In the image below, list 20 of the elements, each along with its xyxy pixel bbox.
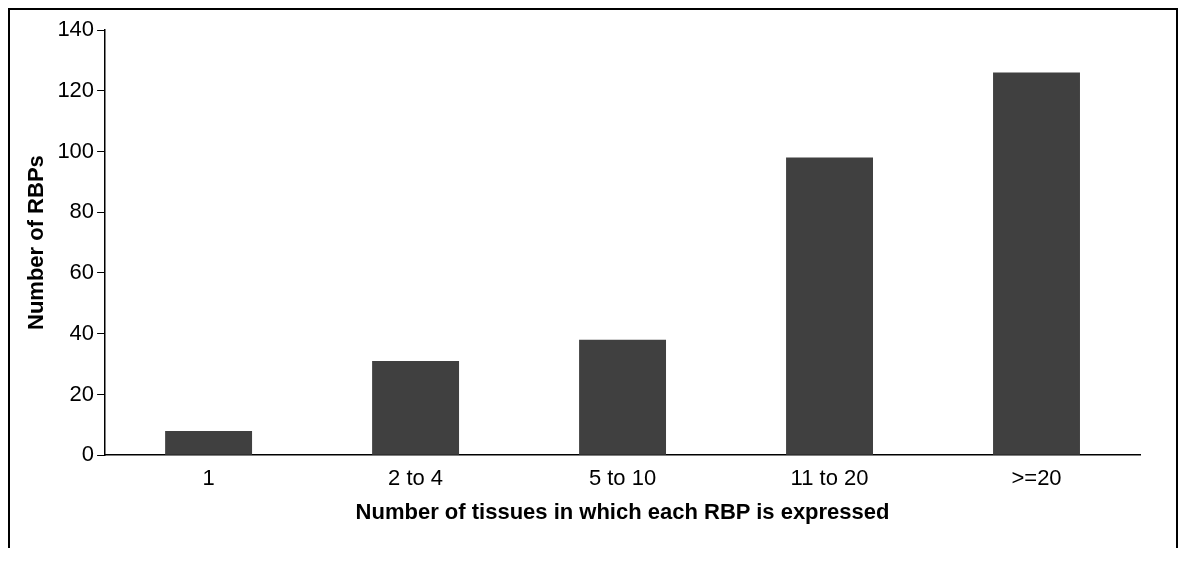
bar [372,361,460,455]
y-axis-title: Number of RBPs [23,155,49,330]
x-axis-title: Number of tissues in which each RBP is expressed [355,498,890,524]
y-tick-label: 120 [57,76,95,102]
y-tick-label: 140 [57,16,95,42]
x-tick-label: 2 to 4 [388,465,444,491]
y-tick-label: 0 [81,441,95,467]
y-tick-label: 20 [69,380,95,406]
x-tick-label: >=20 [1011,465,1062,491]
y-tick-label: 60 [69,259,95,285]
bar [165,430,253,455]
bar [786,157,873,455]
x-tick-label: 5 to 10 [588,465,657,491]
y-tick-label: 40 [69,319,95,345]
x-tick-label: 1 [202,465,215,491]
bar [579,339,667,455]
y-tick-label: 80 [69,198,95,224]
y-tick-label: 100 [57,137,95,163]
bar [993,72,1080,455]
x-tick-label: 11 to 20 [790,465,869,491]
